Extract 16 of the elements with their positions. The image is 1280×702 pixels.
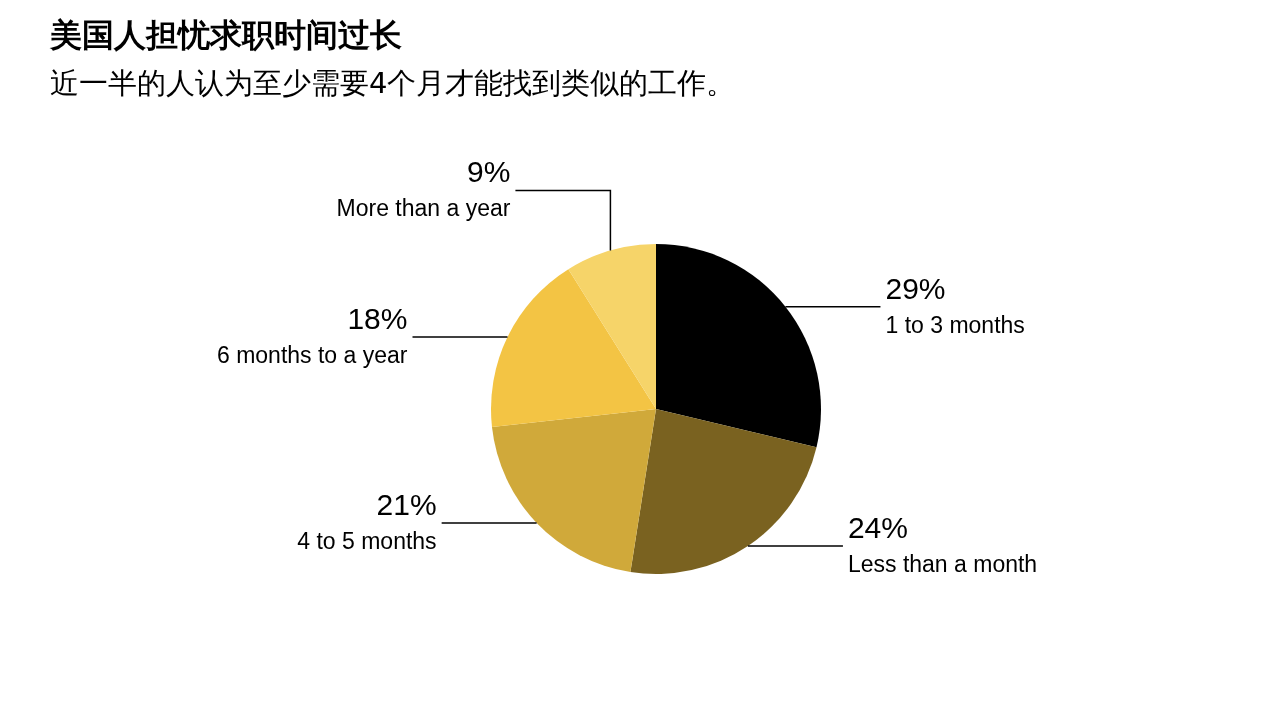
pie-slice xyxy=(491,269,656,427)
data-label: 9% xyxy=(467,155,511,189)
slice-label: 4 to 5 months xyxy=(297,527,437,554)
slice-label: More than a year xyxy=(336,195,511,222)
data-label: 21% xyxy=(376,487,437,521)
data-label: 29% xyxy=(885,271,946,305)
pie-slice xyxy=(491,409,656,573)
slice-label: 1 to 3 months xyxy=(885,311,1025,338)
slice-label: Less than a month xyxy=(847,551,1038,578)
chart-title: 美国人担忧求职时间过长 xyxy=(50,15,403,56)
data-label: 24% xyxy=(847,511,908,545)
slice-label: 6 months to a year xyxy=(217,342,408,369)
chart-subtitle: 近一半的人认为至少需要4个月才能找到类似的工作。 xyxy=(50,65,737,102)
pie-slice xyxy=(630,409,817,574)
data-label: 18% xyxy=(347,302,408,336)
pie-slice xyxy=(568,244,656,409)
